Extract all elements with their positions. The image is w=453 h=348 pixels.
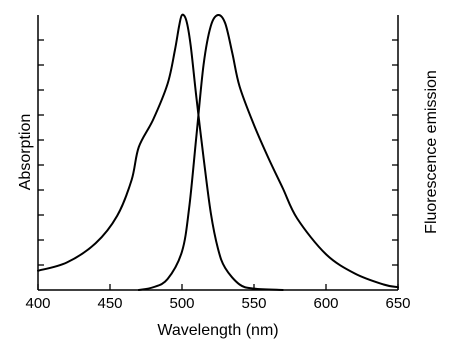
series-curves	[37, 13, 399, 291]
y-axis-title-right: Fluorescence emission	[423, 70, 440, 234]
y-axis-title-left: Absorption	[17, 114, 34, 191]
ticks	[37, 39, 399, 290]
x-tick-label: 650	[385, 295, 410, 312]
x-tick-label: 550	[241, 295, 266, 312]
x-tick-label: 600	[313, 295, 338, 312]
fluorescence-emission-curve	[137, 13, 399, 291]
x-tick-label: 500	[169, 295, 194, 312]
axes	[37, 15, 399, 291]
x-tick-labels: 400 450 500 550 600 650	[25, 295, 410, 312]
absorption-curve	[37, 13, 284, 291]
x-axis-title: Wavelength (nm)	[157, 322, 278, 339]
x-tick-label: 450	[97, 295, 122, 312]
x-tick-label: 400	[25, 295, 50, 312]
